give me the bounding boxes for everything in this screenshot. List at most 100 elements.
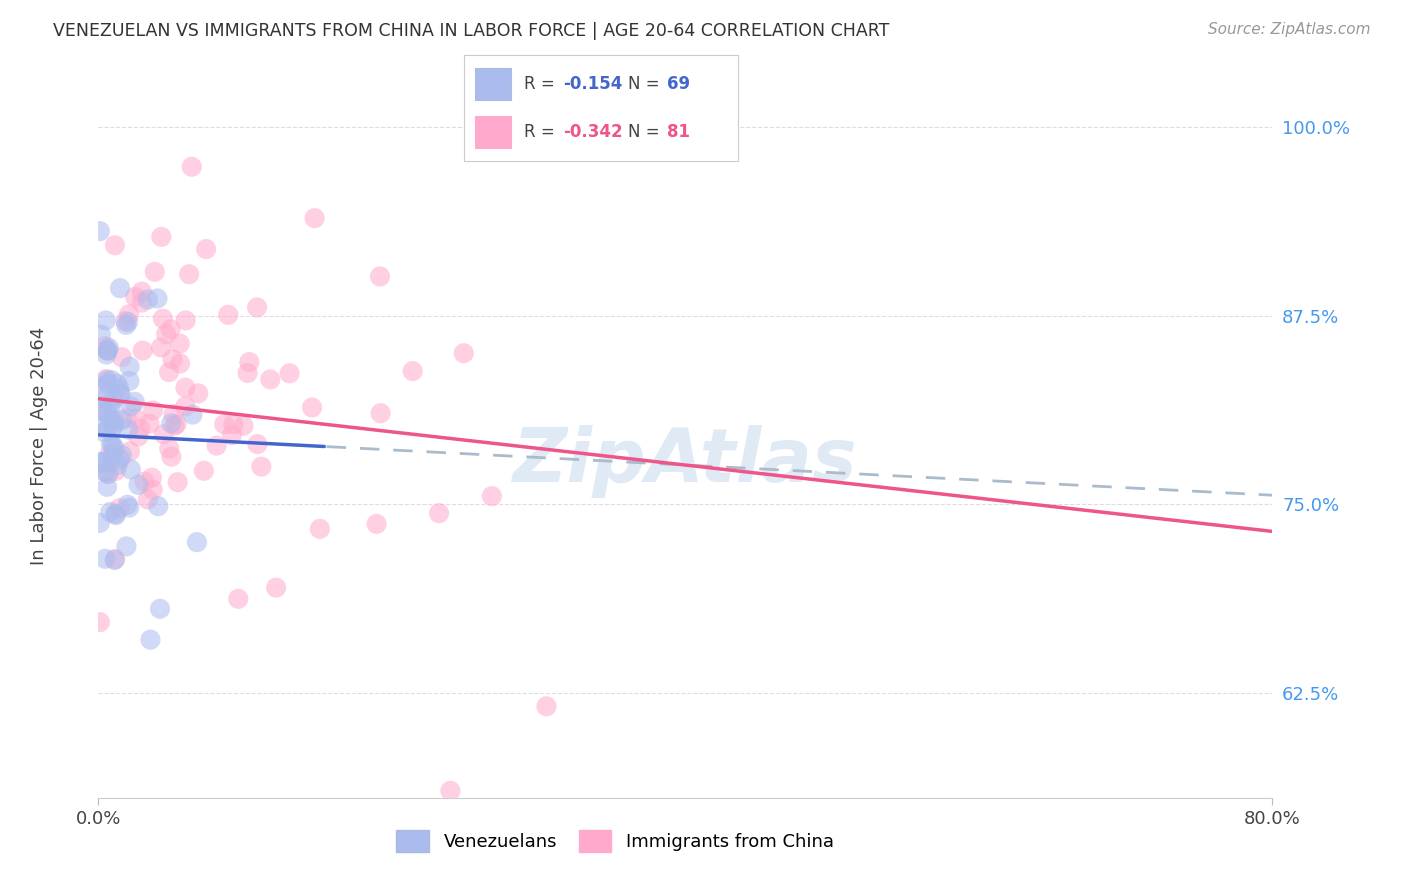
Point — [89, 615, 111, 629]
Point — [96, 343, 118, 357]
Point — [101, 438, 124, 452]
Text: R =: R = — [524, 75, 561, 93]
Point — [111, 413, 134, 427]
Point — [120, 400, 142, 414]
Point — [97, 341, 120, 355]
Point — [90, 327, 112, 342]
Point — [114, 314, 136, 328]
Text: N =: N = — [628, 123, 665, 141]
Point — [536, 699, 558, 714]
Point — [195, 242, 218, 256]
Text: -0.342: -0.342 — [562, 123, 623, 141]
Text: 69: 69 — [666, 75, 690, 93]
Point — [108, 281, 131, 295]
Point — [89, 224, 111, 238]
Point — [93, 454, 115, 468]
Text: 81: 81 — [666, 123, 690, 141]
Point — [108, 382, 131, 396]
Point — [90, 401, 112, 415]
Point — [163, 418, 186, 433]
Point — [111, 448, 134, 462]
Point — [94, 339, 117, 353]
Point — [427, 506, 450, 520]
Point — [166, 417, 188, 431]
Point — [138, 417, 160, 431]
Point — [105, 376, 128, 391]
Point — [115, 411, 138, 425]
Point — [103, 442, 125, 456]
Point — [124, 290, 146, 304]
Point — [96, 373, 118, 387]
Point — [157, 442, 180, 456]
Point — [100, 437, 122, 451]
Point — [143, 265, 166, 279]
Point — [96, 406, 118, 420]
Point — [181, 408, 204, 422]
Point — [193, 464, 215, 478]
Legend: Venezuelans, Immigrants from China: Venezuelans, Immigrants from China — [389, 822, 841, 859]
Point — [174, 313, 197, 327]
Point — [217, 308, 239, 322]
Point — [222, 417, 245, 432]
FancyBboxPatch shape — [475, 68, 510, 100]
Point — [111, 350, 134, 364]
Point — [108, 386, 131, 401]
Point — [96, 372, 118, 386]
Point — [236, 366, 259, 380]
Point — [96, 343, 118, 358]
Point — [134, 475, 156, 489]
Point — [149, 341, 172, 355]
Point — [152, 311, 174, 326]
Point — [100, 373, 122, 387]
Point — [94, 313, 117, 327]
Point — [104, 552, 127, 566]
Point — [139, 632, 162, 647]
Point — [108, 452, 131, 467]
Point — [250, 459, 273, 474]
Point — [481, 489, 503, 503]
Point — [131, 295, 153, 310]
Point — [232, 418, 254, 433]
Point — [131, 343, 153, 358]
Point — [101, 450, 124, 465]
Point — [238, 355, 260, 369]
Point — [115, 539, 138, 553]
Point — [166, 475, 188, 490]
Point — [401, 364, 423, 378]
Point — [97, 467, 120, 481]
Point — [91, 380, 114, 394]
Point — [89, 455, 111, 469]
Point — [117, 423, 139, 437]
Point — [107, 458, 129, 472]
Point — [146, 292, 169, 306]
Point — [98, 412, 121, 426]
Point — [186, 535, 208, 549]
Point — [120, 462, 142, 476]
Point — [103, 553, 125, 567]
Text: VENEZUELAN VS IMMIGRANTS FROM CHINA IN LABOR FORCE | AGE 20-64 CORRELATION CHART: VENEZUELAN VS IMMIGRANTS FROM CHINA IN L… — [53, 22, 890, 40]
Point — [259, 372, 281, 386]
Point — [93, 425, 115, 440]
Point — [103, 418, 125, 433]
Point — [129, 422, 152, 436]
Point — [304, 211, 326, 226]
FancyBboxPatch shape — [475, 116, 510, 148]
Point — [149, 602, 172, 616]
Point — [103, 414, 125, 428]
Point — [160, 417, 183, 431]
Text: R =: R = — [524, 123, 561, 141]
Point — [108, 501, 131, 516]
Point — [180, 160, 202, 174]
Point — [124, 395, 146, 409]
Point — [152, 427, 174, 442]
Point — [368, 269, 391, 284]
Point — [264, 581, 287, 595]
Point — [160, 450, 183, 464]
Point — [309, 522, 332, 536]
Point — [155, 327, 177, 342]
Point — [148, 499, 170, 513]
Point — [221, 428, 243, 442]
Point — [127, 478, 149, 492]
Point — [169, 336, 191, 351]
Point — [104, 464, 127, 478]
